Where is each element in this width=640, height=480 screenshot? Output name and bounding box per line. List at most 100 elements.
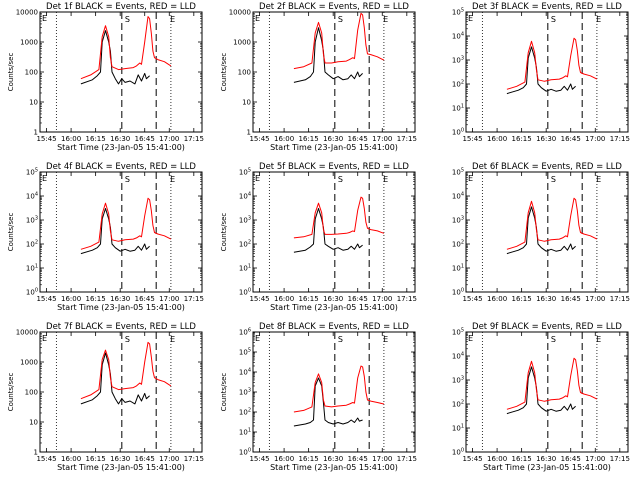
y-tick-label: 101 xyxy=(452,264,464,273)
y-tick-label: 102 xyxy=(239,240,251,249)
corner-marker-label: E xyxy=(468,174,473,183)
x-tick-label: 17:00 xyxy=(159,455,179,463)
y-tick-label: 10000 xyxy=(229,9,251,17)
x-axis-label: Start Time (23-Jan-05 15:41:00) xyxy=(57,143,185,152)
x-tick-label: 17:15 xyxy=(184,135,204,143)
y-tick-label: 10 xyxy=(29,99,38,107)
y-tick-label: 102 xyxy=(452,240,464,249)
x-tick-label: 16:45 xyxy=(348,455,368,463)
panel-8: Det 8f BLACK = Events, RED = LLD 100 101 10… xyxy=(220,322,417,472)
x-axis-label: Start Time (23-Jan-05 15:41:00) xyxy=(57,463,185,472)
y-tick-label: 100 xyxy=(239,288,251,297)
x-tick-label: 15:45 xyxy=(462,455,482,463)
plot-frame xyxy=(39,11,203,133)
corner-marker-label: E xyxy=(468,334,473,343)
x-tick-label: 16:00 xyxy=(487,455,507,463)
x-tick-label: 16:30 xyxy=(323,295,343,303)
y-tick-label: 102 xyxy=(452,400,464,409)
x-tick-label: 16:45 xyxy=(135,295,155,303)
x-tick-label: 15:45 xyxy=(249,295,269,303)
y-axis-label: Counts/sec xyxy=(7,373,15,412)
y-tick-label: 105 xyxy=(452,168,464,177)
x-tick-label: 16:00 xyxy=(274,135,294,143)
x-tick-label: 16:00 xyxy=(61,295,81,303)
lld-series-line xyxy=(80,197,172,250)
start-marker-label: S xyxy=(551,175,556,184)
lld-series-line xyxy=(506,37,598,90)
x-tick-label: 16:15 xyxy=(86,135,106,143)
x-tick-label: 17:15 xyxy=(610,295,630,303)
x-tick-label: 17:15 xyxy=(610,455,630,463)
x-tick-label: 17:15 xyxy=(610,135,630,143)
x-axis-label: Start Time (23-Jan-05 15:41:00) xyxy=(270,143,398,152)
y-tick-label: 101 xyxy=(452,104,464,113)
plot-frame xyxy=(252,331,416,453)
panel-1: Det 1f BLACK = Events, RED = LLD 1 10 100 10… xyxy=(7,2,204,152)
panel-2: Det 2f BLACK = Events, RED = LLD 1 10 100 10… xyxy=(220,2,417,152)
panel-4: Det 4f BLACK = Events, RED = LLD 100 101 10… xyxy=(7,162,204,312)
y-tick-label: 1000 xyxy=(20,359,38,367)
panel-3: Det 3f BLACK = Events, RED = LLD 100 101 10… xyxy=(452,2,630,143)
start-marker-label: S xyxy=(338,335,343,344)
y-tick-label: 104 xyxy=(26,192,38,201)
x-tick-label: 17:00 xyxy=(159,295,179,303)
x-tick-label: 16:15 xyxy=(86,455,106,463)
panel-6: Det 6f BLACK = Events, RED = LLD 100 101 10… xyxy=(452,162,630,303)
corner-marker-label: E xyxy=(255,14,260,23)
x-tick-label: 15:45 xyxy=(462,135,482,143)
plot-frame xyxy=(39,331,203,453)
events-series-line xyxy=(506,206,576,255)
y-tick-label: 10000 xyxy=(16,9,38,17)
y-tick-label: 104 xyxy=(239,368,251,377)
x-tick-label: 15:45 xyxy=(36,135,56,143)
panel-5: Det 5f BLACK = Events, RED = LLD 100 101 10… xyxy=(220,162,417,312)
x-tick-label: 16:30 xyxy=(323,455,343,463)
y-tick-label: 105 xyxy=(239,168,251,177)
y-tick-label: 101 xyxy=(26,264,38,273)
x-tick-label: 15:45 xyxy=(36,455,56,463)
start-marker-label: S xyxy=(338,15,343,24)
x-tick-label: 16:30 xyxy=(110,455,130,463)
end-marker-label: E xyxy=(383,175,388,184)
lld-series-line xyxy=(293,365,385,413)
events-series-line xyxy=(506,366,576,415)
x-tick-label: 15:45 xyxy=(249,455,269,463)
y-tick-label: 100 xyxy=(26,288,38,297)
y-tick-label: 103 xyxy=(452,376,464,385)
end-marker-label: E xyxy=(596,15,601,24)
y-tick-label: 100 xyxy=(25,389,38,397)
panel-7: Det 7f BLACK = Events, RED = LLD 1 10 100 10… xyxy=(7,322,204,472)
panel-title: Det 9f BLACK = Events, RED = LLD xyxy=(472,322,622,332)
y-tick-label: 10 xyxy=(242,99,251,107)
y-tick-label: 105 xyxy=(26,168,38,177)
x-tick-label: 16:45 xyxy=(135,135,155,143)
x-tick-label: 15:45 xyxy=(462,295,482,303)
x-tick-label: 16:30 xyxy=(536,135,556,143)
x-axis-label: Start Time (23-Jan-05 15:41:00) xyxy=(57,303,185,312)
x-tick-label: 16:00 xyxy=(487,295,507,303)
events-series-line xyxy=(506,46,576,95)
start-marker-label: S xyxy=(551,15,556,24)
x-tick-label: 16:45 xyxy=(561,295,581,303)
x-tick-label: 17:00 xyxy=(585,135,605,143)
y-tick-label: 102 xyxy=(239,408,251,417)
y-tick-label: 100 xyxy=(25,69,38,77)
y-axis-label: Counts/sec xyxy=(220,373,228,412)
events-series-line xyxy=(293,208,363,253)
end-marker-label: E xyxy=(596,175,601,184)
x-tick-label: 16:15 xyxy=(512,455,532,463)
plot-frame xyxy=(252,11,416,133)
x-tick-label: 16:30 xyxy=(536,455,556,463)
x-tick-label: 16:15 xyxy=(299,295,319,303)
y-tick-label: 100 xyxy=(452,288,464,297)
corner-marker-label: E xyxy=(468,14,473,23)
corner-marker-label: E xyxy=(255,334,260,343)
panel-title: Det 4f BLACK = Events, RED = LLD xyxy=(46,162,196,172)
corner-marker-label: E xyxy=(42,14,47,23)
end-marker-label: E xyxy=(170,335,175,344)
x-tick-label: 17:00 xyxy=(372,455,392,463)
events-series-line xyxy=(80,30,150,85)
x-axis-label: Start Time (23-Jan-05 15:41:00) xyxy=(270,303,398,312)
y-axis-label: Counts/sec xyxy=(7,213,15,252)
